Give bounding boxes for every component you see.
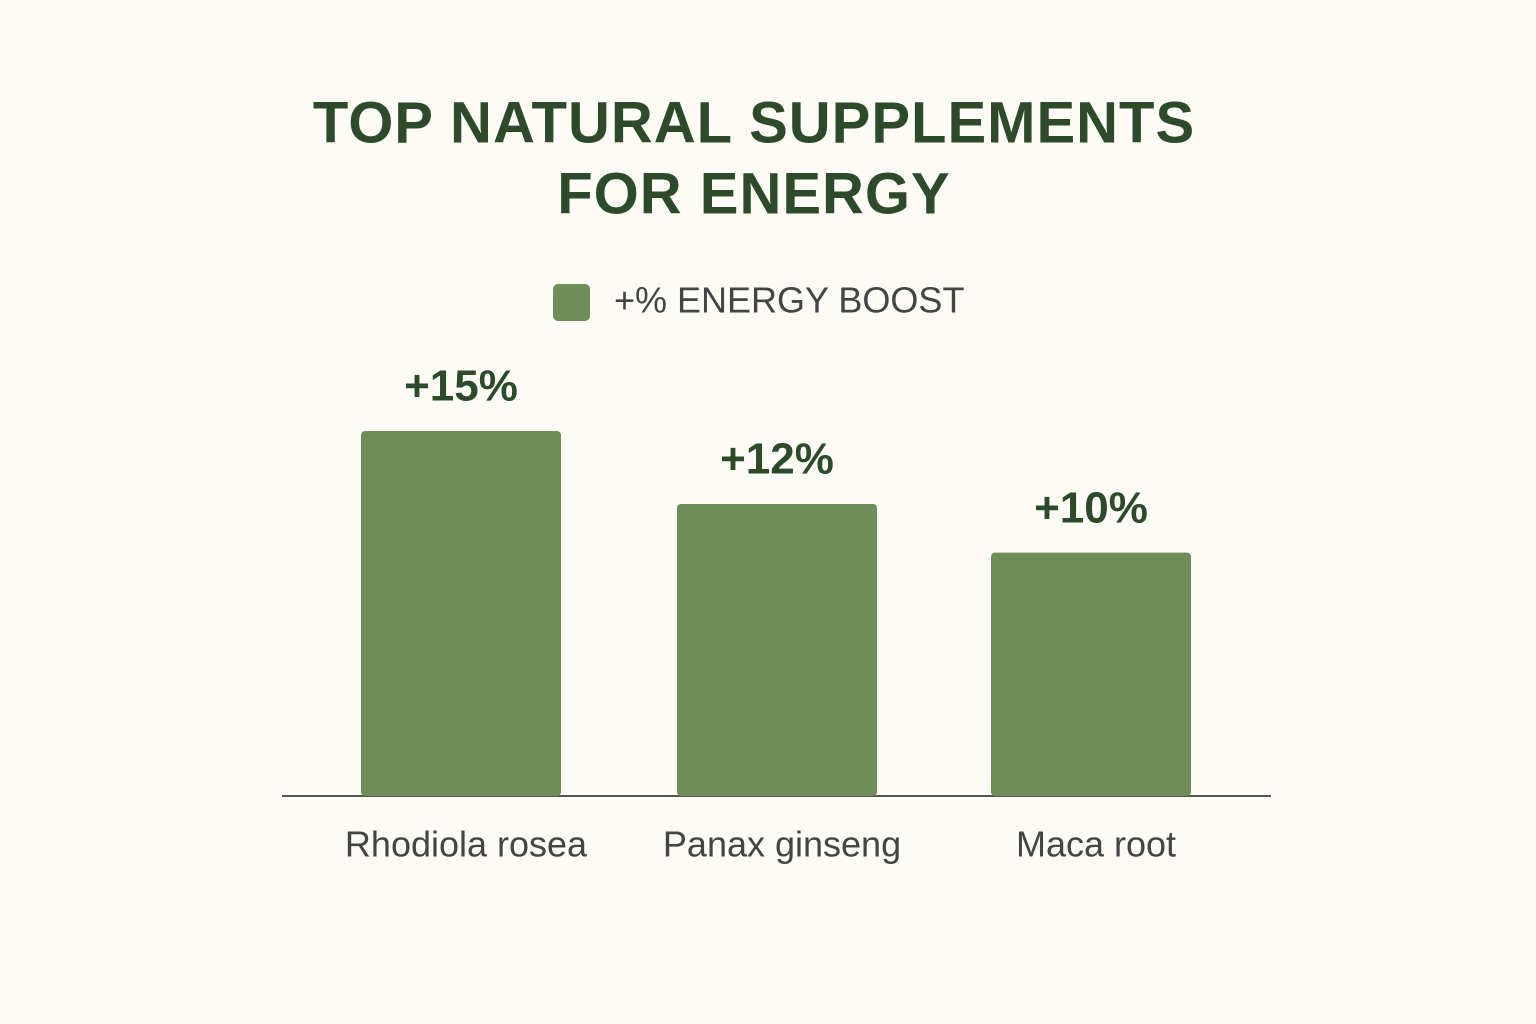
x-tick-label: Maca root [1016, 824, 1176, 865]
value-label: +15% [404, 362, 518, 411]
bar [991, 552, 1191, 796]
value-label: +12% [720, 435, 834, 484]
bar [361, 431, 561, 796]
legend-swatch [553, 284, 590, 321]
value-label: +10% [1034, 483, 1148, 532]
chart-title: FOR ENERGY [557, 161, 951, 226]
legend-label: +% ENERGY BOOST [614, 280, 964, 321]
chart-title: TOP NATURAL SUPPLEMENTS [313, 90, 1195, 155]
x-tick-label: Rhodiola rosea [345, 824, 588, 865]
bar [677, 504, 877, 796]
x-tick-label: Panax ginseng [663, 824, 901, 865]
